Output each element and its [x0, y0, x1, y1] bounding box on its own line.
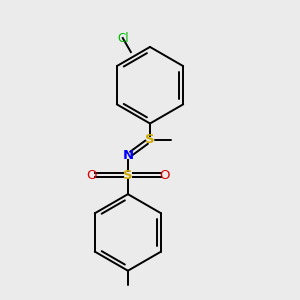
Text: S: S: [145, 133, 155, 146]
Text: O: O: [86, 169, 96, 182]
Text: O: O: [160, 169, 170, 182]
Text: Cl: Cl: [117, 32, 129, 44]
Text: N: N: [122, 149, 134, 162]
Text: S: S: [123, 169, 133, 182]
